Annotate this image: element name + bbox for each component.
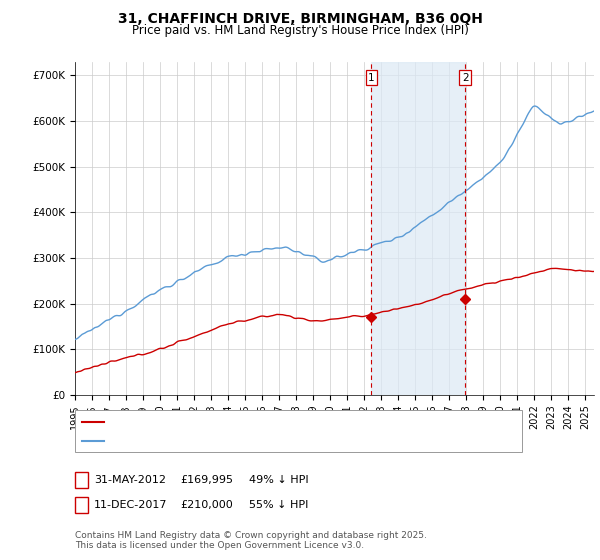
Text: 2: 2	[78, 500, 85, 510]
Text: 2: 2	[462, 73, 469, 82]
Text: 1: 1	[368, 73, 375, 82]
Text: £210,000: £210,000	[180, 500, 233, 510]
Text: 31, CHAFFINCH DRIVE, BIRMINGHAM, B36 0QH (detached house): 31, CHAFFINCH DRIVE, BIRMINGHAM, B36 0QH…	[108, 417, 470, 427]
Text: Price paid vs. HM Land Registry's House Price Index (HPI): Price paid vs. HM Land Registry's House …	[131, 24, 469, 37]
Text: 31, CHAFFINCH DRIVE, BIRMINGHAM, B36 0QH: 31, CHAFFINCH DRIVE, BIRMINGHAM, B36 0QH	[118, 12, 482, 26]
Text: 55% ↓ HPI: 55% ↓ HPI	[249, 500, 308, 510]
Text: £169,995: £169,995	[180, 475, 233, 485]
Text: Contains HM Land Registry data © Crown copyright and database right 2025.
This d: Contains HM Land Registry data © Crown c…	[75, 530, 427, 550]
Text: 31-MAY-2012: 31-MAY-2012	[94, 475, 166, 485]
Text: HPI: Average price, detached house, Solihull: HPI: Average price, detached house, Soli…	[108, 436, 355, 446]
Text: 49% ↓ HPI: 49% ↓ HPI	[249, 475, 308, 485]
Text: 1: 1	[78, 475, 85, 485]
Text: 11-DEC-2017: 11-DEC-2017	[94, 500, 168, 510]
Bar	[371, 62, 466, 395]
